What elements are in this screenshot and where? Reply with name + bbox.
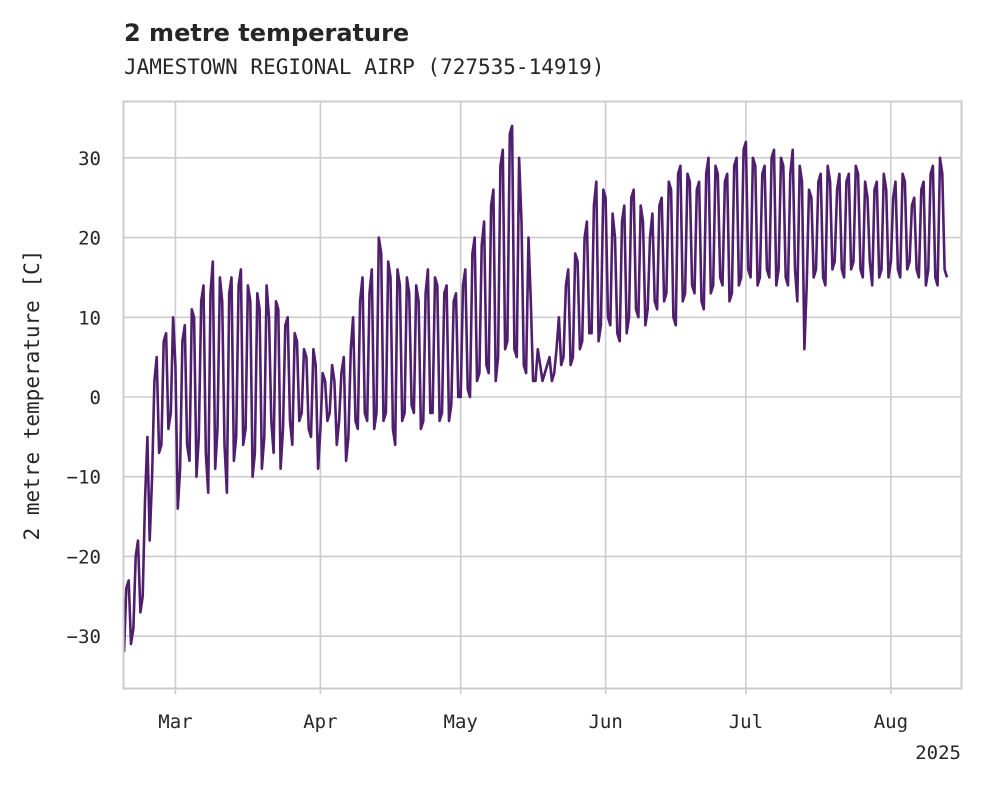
x-tick-label: Jul bbox=[729, 711, 763, 733]
y-tick-label: −30 bbox=[67, 626, 101, 648]
y-axis-ticks: −30 −20 −10 0 10 20 30 bbox=[67, 148, 101, 648]
y-tick-label: 0 bbox=[90, 387, 101, 409]
temperature-series-line bbox=[122, 124, 949, 653]
x-axis-year-label: 2025 bbox=[915, 742, 961, 764]
x-tick-label: May bbox=[444, 711, 478, 733]
y-tick-label: −20 bbox=[67, 546, 101, 568]
x-tick-label: Apr bbox=[303, 711, 337, 733]
y-tick-label: 10 bbox=[78, 307, 101, 329]
y-tick-label: −10 bbox=[67, 467, 101, 489]
x-tick-label: Jun bbox=[588, 711, 622, 733]
y-tick-label: 20 bbox=[78, 228, 101, 250]
chart-title: 2 metre temperature bbox=[124, 19, 409, 47]
y-axis-label: 2 metre temperature [C] bbox=[20, 250, 44, 541]
chart-subtitle: JAMESTOWN REGIONAL AIRP (727535-14919) bbox=[124, 55, 604, 79]
x-tick-label: Aug bbox=[874, 711, 908, 733]
plot-frame bbox=[122, 100, 963, 690]
series-layer bbox=[122, 124, 949, 653]
x-tick-label: Mar bbox=[158, 711, 192, 733]
y-tick-label: 30 bbox=[78, 148, 101, 170]
grid-lines bbox=[124, 102, 961, 688]
x-axis-ticks: Mar Apr May Jun Jul Aug bbox=[158, 688, 908, 733]
